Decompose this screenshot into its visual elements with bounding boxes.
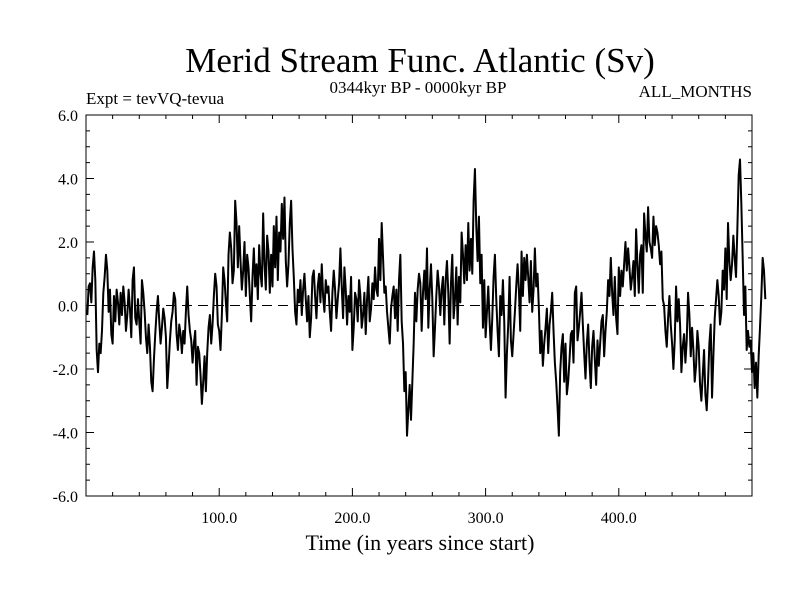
y-tick-label: 2.0 bbox=[58, 235, 78, 252]
chart-left-label: Expt = tevVQ-tevua bbox=[86, 89, 224, 108]
axis-ticks bbox=[86, 115, 752, 496]
plot-frame bbox=[85, 114, 753, 497]
chart-right-label: ALL_MONTHS bbox=[639, 82, 752, 101]
series-line bbox=[86, 158, 767, 437]
x-tick-label: 100.0 bbox=[201, 510, 237, 527]
y-tick-label: 4.0 bbox=[58, 172, 78, 189]
y-tick-label: -6.0 bbox=[53, 489, 78, 506]
y-tick-label: -2.0 bbox=[53, 362, 78, 379]
x-tick-label: 200.0 bbox=[334, 510, 370, 527]
axis-tick-labels: 100.0 200.0 300.0 400.0 6.0 4.0 2.0 0.0 -2.0 -4.0… bbox=[53, 108, 637, 527]
x-tick-label: 400.0 bbox=[601, 510, 637, 527]
x-tick-label: 300.0 bbox=[468, 510, 504, 527]
y-tick-label: 6.0 bbox=[58, 108, 78, 125]
chart-title: Merid Stream Func. Atlantic (Sv) bbox=[185, 41, 655, 80]
x-axis-label: Time (in years since start) bbox=[306, 530, 535, 555]
y-tick-label: 0.0 bbox=[58, 299, 78, 316]
y-tick-label: -4.0 bbox=[53, 426, 78, 443]
chart-subtitle: 0344kyr BP - 0000kyr BP bbox=[330, 78, 507, 97]
